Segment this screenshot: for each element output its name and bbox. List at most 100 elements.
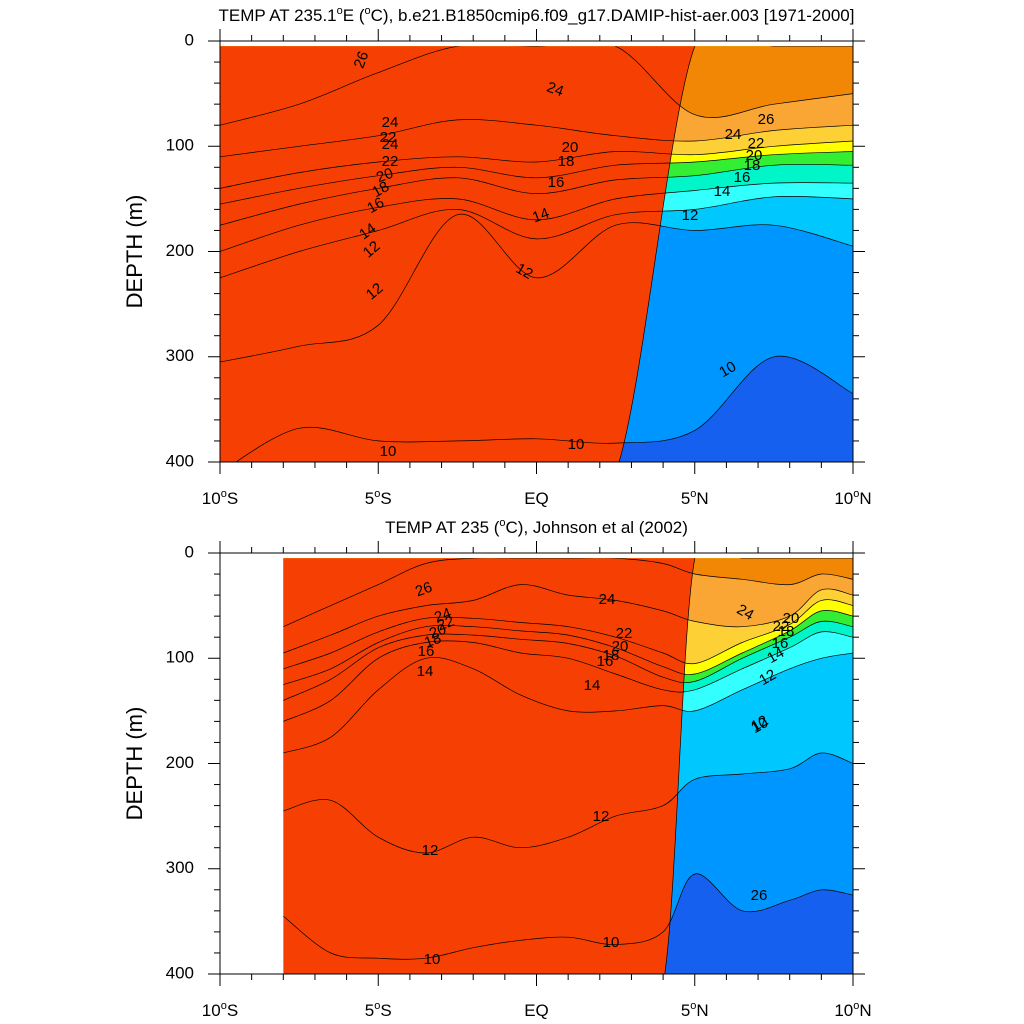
band-above-27 [220, 46, 853, 462]
contour-label: 14 [356, 220, 379, 243]
contour-label: 24 [382, 114, 399, 131]
contour-label: 26 [413, 579, 434, 601]
isotherm-20 [283, 610, 853, 685]
contour-label: 20 [746, 147, 763, 164]
contour-label: 22 [748, 135, 765, 152]
isotherm-12 [283, 752, 853, 854]
isotherm-24 [283, 584, 853, 654]
contour-label: 14 [417, 663, 434, 680]
contour-label: 12 [422, 842, 439, 859]
contour-label: 22 [382, 153, 399, 170]
contour-labels: 2624222018161424222018161412121210102624… [413, 579, 799, 968]
contour-label: 18 [558, 153, 575, 170]
x-axis: 10oS 5oS EQ 5oN 10oN [202, 29, 872, 508]
contour-label: 10 [380, 443, 397, 460]
contour-label: 10 [568, 436, 585, 453]
contour-label: 14 [764, 644, 787, 667]
y-tick-label: 300 [166, 346, 194, 365]
contour-label: 26 [758, 111, 775, 128]
x-tick-label: 10oS [202, 1000, 238, 1020]
contour-label: 12 [756, 666, 779, 689]
x-tick-label: 5oN [681, 488, 709, 508]
isotherm-16 [283, 631, 853, 722]
contour-label: 24 [382, 136, 399, 153]
contour-label: 18 [603, 647, 620, 664]
y-tick-label: 400 [166, 451, 194, 470]
isotherm-27 [664, 558, 853, 974]
isotherm-26 [220, 46, 853, 126]
contour-label: 16 [597, 653, 614, 670]
contour-label: 20 [612, 638, 629, 655]
x-tick-label: 10oS [202, 488, 238, 508]
x-tick-label: EQ [524, 489, 549, 508]
y-axis-label: DEPTH (m) [122, 195, 147, 309]
x-axis: 10oS 5oS EQ 5oN 10oN [202, 541, 872, 1020]
contour-label: 26 [751, 887, 768, 904]
contour-label: 12 [682, 207, 699, 224]
contour-label: 22 [435, 613, 456, 635]
chart-title: TEMP AT 235 (oC), Johnson et al (2002) [385, 517, 688, 537]
isotherm-12 [220, 213, 853, 363]
contour-label: 24 [599, 591, 616, 608]
contour-label: 24 [544, 79, 565, 101]
x-tick-label: 5oN [681, 1000, 709, 1020]
y-tick-label: 0 [185, 542, 194, 561]
contour-label: 16 [364, 194, 387, 217]
contour-label: 20 [562, 139, 579, 156]
contour-label: 20 [783, 610, 800, 627]
y-tick-label: 200 [166, 753, 194, 772]
y-tick-label: 400 [166, 963, 194, 982]
isotherm-10 [283, 873, 853, 960]
contour-label: 18 [778, 623, 795, 640]
isotherm-20 [220, 151, 853, 205]
y-tick-label: 100 [166, 648, 194, 667]
y-axis-label: DEPTH (m) [122, 707, 147, 821]
band-above-27 [283, 558, 853, 974]
contour-label: 18 [422, 630, 443, 652]
contour-label: 12 [513, 260, 536, 283]
isotherm-18 [220, 164, 853, 226]
band-above-26 [283, 558, 853, 627]
x-tick-label: 5oS [365, 488, 392, 508]
isotherm-18 [283, 620, 853, 701]
contour-label: 16 [548, 174, 565, 191]
contour-label: 24 [734, 601, 757, 624]
contour-label: 20 [427, 621, 448, 643]
contour-fills [220, 46, 853, 462]
y-tick-label: 300 [166, 858, 194, 877]
isotherm-22 [220, 140, 853, 189]
contour-label: 16 [418, 643, 435, 660]
contour-label: 20 [374, 165, 395, 187]
x-tick-label: EQ [524, 1001, 549, 1020]
isotherm-10 [235, 355, 853, 462]
contour-label: 14 [714, 183, 731, 200]
contour-label: 10 [716, 358, 739, 381]
contour-label: 14 [530, 205, 551, 227]
contour-label: 24 [725, 126, 742, 143]
isotherm-14 [283, 652, 853, 754]
contour-fills [283, 558, 853, 974]
y-tick-label: 0 [185, 30, 194, 49]
x-tick-label: 10oN [834, 1000, 871, 1020]
x-tick-label: 5oS [365, 1000, 392, 1020]
isotherm-24 [220, 119, 853, 158]
contour-label: 26 [351, 49, 373, 70]
contour-label: 10 [424, 951, 441, 968]
chart-title: TEMP AT 235.1oE (oC), b.e21.B1850cmip6.f… [219, 5, 855, 25]
isotherm-16 [220, 182, 853, 252]
contour-label: 14 [584, 677, 601, 694]
contour-label: 12 [593, 808, 610, 825]
y-axis: 0 100 200 300 400 [166, 542, 865, 982]
contour-label: 16 [734, 169, 751, 186]
contour-label: 18 [744, 157, 761, 174]
contour-label: 24 [432, 605, 453, 627]
y-tick-label: 200 [166, 241, 194, 260]
y-axis: 0 100 200 300 400 [166, 30, 865, 470]
contour-label: 10 [603, 934, 620, 951]
contour-label: 16 [772, 635, 789, 652]
x-tick-label: 10oN [834, 488, 871, 508]
contour-label: 10 [748, 714, 771, 737]
